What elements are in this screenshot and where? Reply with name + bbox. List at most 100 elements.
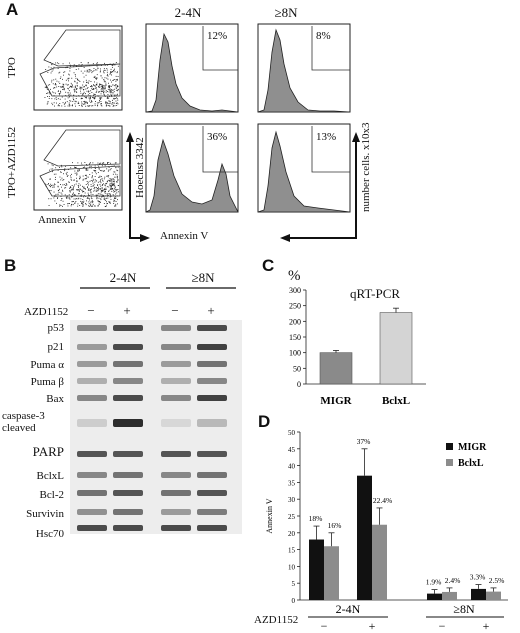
d-y-tick-label: 20 [288, 530, 296, 538]
d-y-tick-label: 25 [288, 513, 296, 521]
panel-d-azd-label: AZD1152 [254, 614, 299, 626]
count-axis-arrow [284, 138, 357, 239]
d-y-tick-label: 40 [288, 463, 296, 471]
d-y-tick-label: 45 [288, 446, 296, 454]
blot-band [113, 419, 143, 427]
blot-band [161, 509, 191, 515]
panel-b-lane4-sign: + [207, 303, 215, 318]
scatter-frame-tpo [33, 25, 123, 111]
protein-label-puma-beta: Puma β [30, 376, 64, 388]
d-data-label: 2.5% [489, 576, 505, 585]
blot-band [77, 525, 107, 531]
protein-label-bax: Bax [46, 393, 64, 405]
gate-line-azd-8n [311, 126, 350, 173]
d-legend-label: MIGR [458, 442, 487, 453]
c-y-tick-label: 100 [289, 349, 301, 358]
c-category-label: BclxL [382, 395, 410, 407]
d-data-label: 3.3% [470, 573, 486, 582]
histogram-tpo-24n [145, 32, 239, 113]
blot-band [77, 344, 107, 350]
blot-band [77, 451, 107, 457]
blot-band [77, 395, 107, 401]
protein-label-parp: PARP [32, 444, 64, 459]
d-y-tick-label: 30 [288, 496, 296, 504]
blot-band [113, 525, 143, 531]
blot-band [161, 451, 191, 457]
d-y-axis-label: Annexin V [265, 498, 274, 533]
d-treatment-sign: − [439, 619, 446, 633]
d-bar-bclxl [372, 524, 387, 600]
gate-low-tpo-azd [39, 165, 121, 197]
d-y-tick-label: 5 [292, 580, 296, 588]
c-category-label: MIGR [320, 395, 352, 407]
protein-label-hsc70: Hsc70 [35, 528, 64, 540]
panel-a-col-label-8n: ≥8N [274, 5, 298, 20]
d-legend-label: BclxL [458, 458, 484, 469]
panel-a-hoechst-label: Hoechst 3342 [134, 137, 146, 198]
protein-label-puma-alpha: Puma α [30, 359, 64, 371]
d-treatment-sign: + [483, 619, 490, 633]
blot-band [197, 419, 227, 427]
blot-band [197, 378, 227, 384]
panel-d-letter: D [258, 412, 271, 431]
blot-band [197, 325, 227, 331]
gate-low-tpo [39, 63, 121, 97]
blot-band [161, 472, 191, 478]
d-treatment-sign: − [321, 619, 328, 633]
c-y-tick-label: 150 [289, 333, 301, 342]
c-y-tick-label: 300 [289, 286, 301, 295]
gate-line-azd-24n [202, 126, 238, 173]
blot-band [77, 361, 107, 367]
d-legend-swatch [446, 443, 453, 450]
panel-c-letter: C [262, 256, 275, 275]
d-treatment-sign: + [369, 619, 376, 633]
c-y-tick-label: 250 [289, 302, 301, 311]
protein-label-survivin: Survivin [26, 508, 64, 520]
panel-c-unit: % [288, 268, 301, 284]
d-bar-migr [309, 539, 324, 600]
blot-band [161, 419, 191, 427]
blot-band [113, 361, 143, 367]
pct-azd-8n: 13% [316, 131, 337, 143]
blot-band [77, 325, 107, 331]
pct-tpo-8n: 8% [316, 30, 331, 42]
blot-band [197, 361, 227, 367]
panel-b-azd-label: AZD1152 [24, 306, 69, 318]
d-bar-bclxl [442, 591, 457, 600]
blot-band [161, 325, 191, 331]
blot-band [197, 490, 227, 496]
d-group-label: 2-4N [336, 602, 361, 616]
d-data-label: 1.9% [426, 578, 442, 587]
blot-band [197, 472, 227, 478]
d-bar-migr [357, 475, 372, 600]
blot-band [113, 509, 143, 515]
protein-label-p21: p21 [47, 341, 65, 353]
panel-b-lane3-sign: − [171, 303, 179, 318]
panel-c-chart: 0 50 100 150 200 250 300 MIGR BclxL [289, 286, 426, 407]
panel-b-letter: B [4, 256, 17, 275]
blot-band [77, 419, 107, 427]
blot-band [113, 395, 143, 401]
panel-a-count-label: number cells. x10x3 [360, 122, 372, 212]
c-y-tick-label: 200 [289, 317, 301, 326]
blot-band [197, 451, 227, 457]
panel-a-annexin-label-left: Annexin V [38, 214, 87, 226]
d-y-tick-label: 10 [288, 563, 296, 571]
protein-label-caspase3: caspase-3 cleaved [2, 410, 45, 434]
d-y-tick-label: 35 [288, 479, 296, 487]
blot-band [113, 490, 143, 496]
blot-band [113, 378, 143, 384]
d-bar-migr [471, 588, 486, 600]
d-data-label: 2.4% [445, 576, 461, 585]
c-y-tick-label: 50 [293, 364, 301, 373]
blot-band [77, 472, 107, 478]
gate-line-tpo-24n [202, 26, 238, 71]
panel-d-chart: 0 5 10 15 20 25 30 35 40 45 50 Annexin V 18% 37% 1.9% 3… [265, 429, 508, 633]
protein-label-p53: p53 [47, 322, 65, 334]
blot-band [113, 451, 143, 457]
scatter-frame-tpo-azd [33, 125, 123, 211]
panel-a-flow-plots [33, 23, 360, 242]
panel-a-annexin-label-right: Annexin V [160, 230, 209, 242]
gate-high-tpo [43, 29, 121, 67]
d-data-label: 16% [328, 521, 342, 530]
